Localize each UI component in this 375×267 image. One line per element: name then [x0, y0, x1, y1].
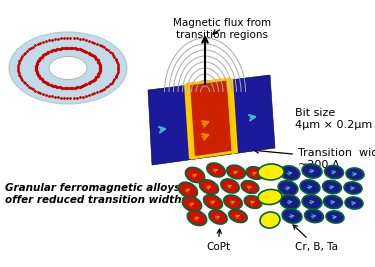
Ellipse shape	[300, 180, 320, 194]
Ellipse shape	[280, 195, 300, 209]
Ellipse shape	[260, 212, 280, 228]
Ellipse shape	[182, 197, 202, 211]
Ellipse shape	[246, 167, 264, 179]
Ellipse shape	[178, 182, 197, 198]
Polygon shape	[184, 83, 195, 159]
Ellipse shape	[346, 168, 364, 180]
Ellipse shape	[227, 165, 245, 179]
Ellipse shape	[302, 195, 322, 209]
Ellipse shape	[322, 180, 341, 194]
Ellipse shape	[344, 182, 362, 194]
Polygon shape	[188, 79, 233, 158]
Polygon shape	[148, 75, 275, 165]
Ellipse shape	[207, 163, 225, 177]
Ellipse shape	[302, 164, 322, 178]
Ellipse shape	[304, 209, 323, 223]
Ellipse shape	[244, 196, 262, 208]
Ellipse shape	[280, 166, 300, 180]
Ellipse shape	[186, 167, 204, 183]
Ellipse shape	[229, 210, 247, 222]
Ellipse shape	[204, 195, 222, 209]
Ellipse shape	[282, 209, 302, 223]
Ellipse shape	[326, 211, 344, 223]
Ellipse shape	[9, 32, 127, 104]
Ellipse shape	[224, 195, 242, 209]
Polygon shape	[227, 78, 238, 154]
Ellipse shape	[278, 181, 298, 195]
Text: Transition  width
~200 A: Transition width ~200 A	[254, 148, 375, 170]
Text: Magnetic flux from
transition regions: Magnetic flux from transition regions	[173, 18, 271, 40]
Ellipse shape	[258, 190, 282, 205]
Ellipse shape	[324, 195, 342, 209]
Ellipse shape	[241, 181, 259, 193]
Text: CoPt: CoPt	[206, 229, 230, 252]
Text: Bit size
4μm × 0.2μm: Bit size 4μm × 0.2μm	[295, 108, 372, 129]
Ellipse shape	[221, 179, 239, 193]
Ellipse shape	[258, 164, 284, 180]
Ellipse shape	[49, 57, 87, 80]
Text: Granular ferromagnetic alloys
offer reduced transition widths: Granular ferromagnetic alloys offer redu…	[5, 183, 188, 205]
Ellipse shape	[324, 166, 344, 179]
Ellipse shape	[188, 210, 207, 226]
Ellipse shape	[200, 180, 219, 194]
Ellipse shape	[209, 210, 227, 224]
Text: Cr, B, Ta: Cr, B, Ta	[293, 225, 338, 252]
Ellipse shape	[345, 197, 363, 209]
